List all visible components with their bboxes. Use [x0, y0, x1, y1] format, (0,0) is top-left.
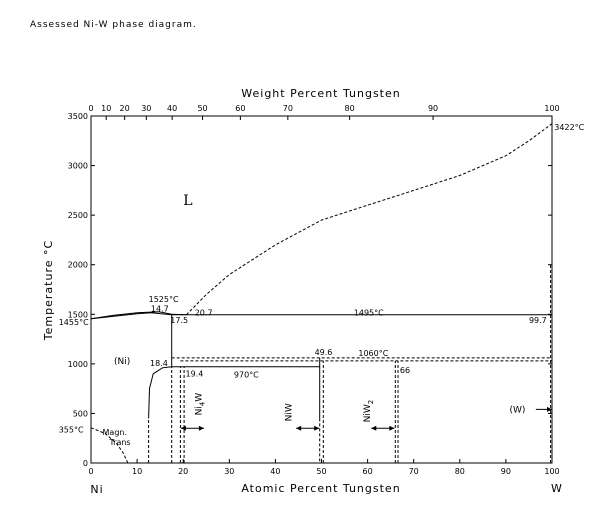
x-tick-label: 90: [501, 467, 511, 476]
arrow-head: [371, 425, 377, 431]
annotation-label: L: [183, 193, 192, 209]
phase-label: NiW: [285, 403, 295, 421]
y-tick-label: 3000: [68, 162, 88, 171]
y-tick-label: 500: [73, 409, 88, 418]
annotation-label: 1525°C: [149, 295, 179, 304]
phase-boundary: [186, 123, 553, 316]
phase-boundary: [171, 357, 321, 368]
plot-frame: [90, 115, 553, 464]
annotation-label: 3422°C: [554, 123, 584, 132]
top-tick-label: 30: [141, 104, 151, 113]
top-tick-label: 50: [197, 104, 207, 113]
annotation-label: 1495°C: [354, 308, 384, 317]
annotation-label: 17.5: [170, 316, 188, 325]
annotation-label: 1060°C: [358, 349, 388, 358]
phase-label: Ni4W: [195, 393, 207, 416]
x-end-label-right: W: [551, 482, 563, 495]
phase-boundaries: [90, 123, 553, 464]
top-axis-title: Weight Percent Tungsten: [241, 87, 400, 100]
y-tick-label: 0: [83, 459, 88, 468]
arrow-head: [389, 425, 395, 431]
annotations: L 1525°C14.7 1455°C 17.5 20.7 1495°C 99.7 3422°…: [59, 123, 585, 447]
top-tick-label: 20: [120, 104, 130, 113]
annotation-label: (Ni): [114, 357, 130, 367]
y-tick-label: 1500: [68, 310, 88, 319]
x-tick-label: 20: [178, 467, 188, 476]
x-tick-label: 70: [409, 467, 419, 476]
annotation-label: 19.4: [186, 369, 204, 378]
annotation-label: 49.6: [315, 348, 333, 357]
x-axis-title: Atomic Percent Tungsten: [241, 482, 400, 495]
top-tick-label: 80: [345, 104, 355, 113]
annotation-label: 18.4: [150, 359, 168, 368]
annotation-label: 1455°C: [59, 318, 89, 327]
x-tick-label: 60: [363, 467, 373, 476]
annotation-label: 99.7: [529, 316, 547, 325]
annotation-label: 20.7: [195, 308, 213, 317]
y-axis-title: Temperature °C: [42, 240, 55, 341]
phase-boundary: [90, 427, 129, 464]
y-tick-label: 3500: [68, 112, 88, 121]
annotation-label: 970°C: [234, 371, 259, 380]
x-tick-label: 40: [270, 467, 280, 476]
phase-boundary: [90, 312, 172, 320]
x-tick-label: 0: [88, 467, 93, 476]
arrow-head: [547, 406, 552, 412]
top-tick-label: 60: [235, 104, 245, 113]
top-tick-label: 100: [544, 104, 559, 113]
axis-ticks: 0 10 20 30 40 50 60 70 80 90 100050010001500200025…: [68, 104, 560, 476]
phase-label-w: (W): [509, 405, 525, 415]
x-tick-label: 100: [544, 467, 559, 476]
annotation-label: Trans: [108, 438, 130, 447]
y-tick-label: 1000: [68, 360, 88, 369]
x-tick-label: 50: [316, 467, 326, 476]
top-tick-label: 70: [283, 104, 293, 113]
top-tick-label: 90: [428, 104, 438, 113]
arrow-head: [180, 425, 186, 431]
top-tick-label: 10: [101, 104, 111, 113]
arrow-head: [314, 425, 320, 431]
phase-label: NiW2: [363, 400, 375, 423]
x-end-label-left: Ni: [90, 483, 103, 496]
annotation-label: 14.7: [151, 304, 169, 313]
arrow-head: [296, 425, 302, 431]
x-tick-label: 10: [132, 467, 142, 476]
x-tick-label: 30: [224, 467, 234, 476]
annotation-label: 355°C: [59, 425, 84, 434]
top-tick-label: 0: [88, 104, 93, 113]
arrow-head: [198, 425, 204, 431]
y-tick-label: 2500: [68, 211, 88, 220]
phase-boundary: [148, 366, 172, 419]
figure-caption: Assessed Ni-W phase diagram.: [30, 20, 197, 30]
x-tick-label: 80: [455, 467, 465, 476]
annotation-label: 66: [400, 366, 410, 375]
top-tick-label: 40: [167, 104, 177, 113]
annotation-label: Magn.: [103, 428, 128, 437]
y-tick-label: 2000: [68, 261, 88, 270]
